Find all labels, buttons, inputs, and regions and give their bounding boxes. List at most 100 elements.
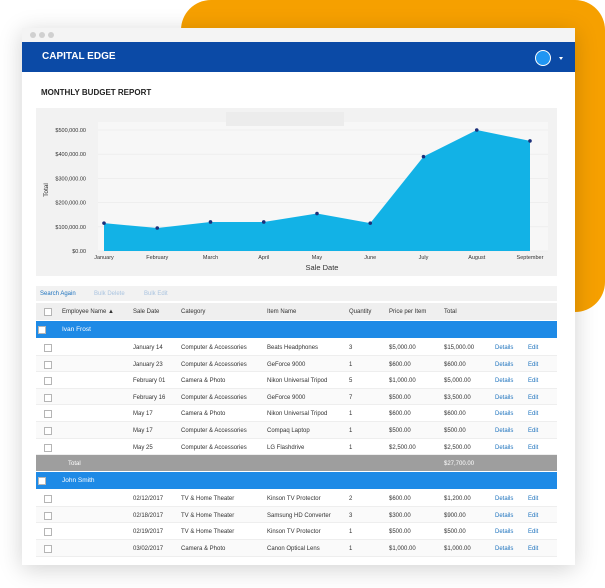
- checkbox[interactable]: [44, 377, 52, 386]
- table-row: [36, 339, 557, 356]
- details-link[interactable]: Details: [495, 529, 514, 536]
- header-row: [36, 303, 557, 320]
- details-link[interactable]: Details: [495, 496, 514, 503]
- cell: TV & Home Theater: [181, 529, 235, 536]
- app-header: [22, 42, 575, 72]
- details-link[interactable]: Details: [495, 345, 514, 351]
- table-row: [36, 422, 557, 439]
- table-row: [36, 506, 557, 524]
- brand: CAPITAL EDGE: [42, 51, 116, 62]
- details-link[interactable]: Details: [495, 428, 514, 434]
- bulk-delete[interactable]: Bulk Delete: [94, 291, 125, 297]
- point: [315, 211, 319, 216]
- cell: $2,500.00: [389, 444, 416, 451]
- checkbox[interactable]: [38, 326, 46, 334]
- cell: February 01: [133, 378, 166, 385]
- checkbox[interactable]: [44, 511, 52, 520]
- details-link[interactable]: Details: [495, 546, 514, 552]
- cell: Camera & Photo: [181, 411, 226, 418]
- cell: $15,000.00: [444, 345, 475, 351]
- point: [208, 220, 213, 224]
- checkbox[interactable]: [44, 360, 52, 369]
- edit-link[interactable]: Edit: [528, 361, 539, 368]
- edit-link[interactable]: Edit: [528, 345, 539, 351]
- edit-link[interactable]: Edit: [528, 529, 539, 536]
- cell: May 17: [133, 428, 153, 434]
- checkbox[interactable]: [44, 308, 52, 316]
- table-row: [36, 540, 557, 557]
- edit-link[interactable]: Edit: [528, 394, 539, 401]
- cell: 3: [349, 512, 353, 519]
- group-name: John Smith: [62, 477, 95, 485]
- column-header[interactable]: Total: [444, 309, 457, 315]
- details-link[interactable]: Details: [495, 361, 514, 368]
- cell: $500.00: [389, 428, 411, 434]
- checkbox[interactable]: [38, 477, 46, 486]
- cell: 03/02/2017: [133, 546, 164, 552]
- checkbox[interactable]: [44, 545, 52, 553]
- cell: $600.00: [389, 361, 411, 368]
- cell: Computer & Accessories: [181, 345, 247, 351]
- details-link[interactable]: Details: [495, 378, 514, 385]
- cell: $500.00: [444, 428, 466, 434]
- total-row: [36, 455, 557, 472]
- title-bar: [22, 28, 575, 42]
- column-header[interactable]: Price per Item: [389, 309, 427, 315]
- toolbar: [36, 286, 557, 301]
- cell: $600.00: [444, 411, 466, 418]
- checkbox[interactable]: [44, 410, 52, 419]
- point: [421, 154, 426, 159]
- details-link[interactable]: Details: [495, 394, 514, 401]
- point: [155, 226, 160, 230]
- cell: May 17: [133, 411, 153, 418]
- y-tick-label: $400,000.00: [55, 152, 86, 158]
- details-link[interactable]: Details: [495, 512, 514, 519]
- edit-link[interactable]: Edit: [528, 378, 539, 385]
- checkbox[interactable]: [44, 495, 52, 504]
- cell: Beats Headphones: [267, 345, 319, 351]
- column-header[interactable]: Sale Date: [133, 309, 160, 315]
- x-tick-label: August: [468, 255, 486, 261]
- cell: 3: [349, 345, 353, 351]
- checkbox[interactable]: [44, 344, 52, 352]
- edit-link[interactable]: Edit: [528, 546, 539, 552]
- cell: Computer & Accessories: [181, 428, 247, 434]
- search-again[interactable]: Search Again: [40, 291, 76, 297]
- cell: $600.00: [444, 361, 466, 368]
- checkbox[interactable]: [44, 443, 52, 452]
- bulk-edit[interactable]: Bulk Edit: [144, 291, 168, 297]
- y-tick-label: $300,000.00: [55, 176, 86, 182]
- edit-link[interactable]: Edit: [528, 512, 539, 519]
- cell: $5,000.00: [444, 378, 471, 385]
- column-header[interactable]: Category: [181, 309, 206, 315]
- column-header[interactable]: Quantity: [349, 309, 372, 315]
- x-tick-label: January: [94, 255, 114, 261]
- cell: $1,200.00: [444, 496, 471, 503]
- edit-link[interactable]: Edit: [528, 428, 539, 434]
- user-menu-caret[interactable]: [559, 57, 563, 60]
- edit-link[interactable]: Edit: [528, 444, 539, 451]
- edit-link[interactable]: Edit: [528, 496, 539, 503]
- edit-link[interactable]: Edit: [528, 411, 539, 418]
- cell: Computer & Accessories: [181, 444, 247, 451]
- app-window: CAPITAL EDGE MONTHLY BUDGET REPORT $0.00…: [22, 28, 575, 565]
- cell: TV & Home Theater: [181, 496, 235, 503]
- column-header[interactable]: Employee Name ▲: [62, 309, 114, 315]
- data-table: Search Again Bulk Delete Bulk Edit Employee…: [36, 286, 557, 565]
- window-dot: [48, 32, 54, 38]
- column-header[interactable]: Item Name: [267, 309, 297, 315]
- cell: 02/19/2017: [133, 529, 164, 536]
- table-row: [36, 438, 557, 456]
- checkbox[interactable]: [44, 393, 52, 402]
- user-avatar[interactable]: [535, 50, 551, 66]
- cell: $1,000.00: [389, 546, 416, 552]
- y-tick-label: $200,000.00: [55, 201, 86, 207]
- details-link[interactable]: Details: [495, 444, 514, 451]
- details-link[interactable]: Details: [495, 411, 514, 418]
- checkbox[interactable]: [44, 528, 52, 537]
- cell: 5: [349, 378, 353, 385]
- cell: Nikon Universal Tripod: [267, 411, 328, 418]
- x-tick-label: March: [203, 255, 218, 261]
- checkbox[interactable]: [44, 427, 52, 435]
